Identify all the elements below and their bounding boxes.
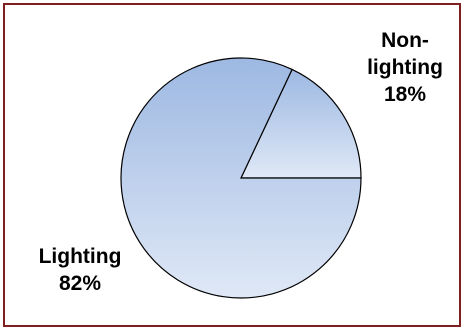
label-lighting-line1: Lighting — [38, 245, 122, 268]
label-lighting: Lighting 82% — [25, 243, 135, 297]
label-non-lighting-line2: lighting — [367, 56, 443, 79]
pie-slice-lighting — [120, 57, 362, 299]
label-non-lighting-value: 18% — [383, 83, 427, 106]
pie-chart — [120, 57, 362, 299]
label-lighting-value: 82% — [58, 272, 102, 295]
label-non-lighting-line1: Non- — [381, 29, 429, 52]
chart-area: Non- lighting 18% Lighting 82% — [3, 3, 461, 327]
pie-slice-non-lighting — [240, 68, 362, 179]
label-non-lighting: Non- lighting 18% — [360, 27, 450, 108]
